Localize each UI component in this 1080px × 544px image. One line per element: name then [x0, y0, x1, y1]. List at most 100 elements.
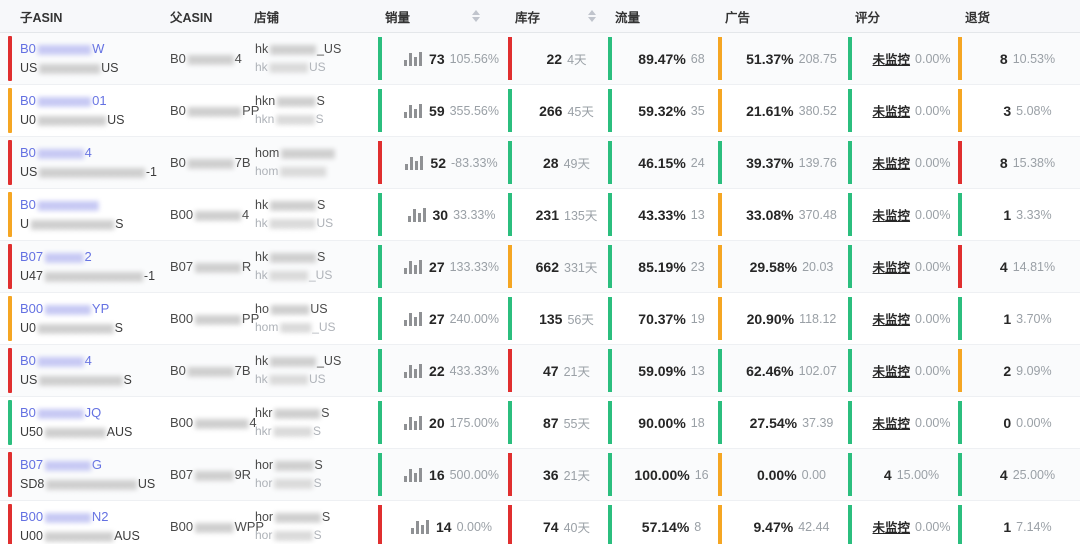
censored-text: ▆▆▆▆▆	[276, 113, 314, 125]
traffic-rate: 85.19%	[638, 258, 686, 275]
returns-qty: 1	[1003, 310, 1012, 327]
child-asin-link[interactable]: B00 ▆▆▆▆▆▆ YP	[20, 300, 110, 316]
child-asin-link[interactable]: B07 ▆▆▆▆▆ 2	[20, 248, 92, 264]
sales-growth: 105.56%	[449, 51, 499, 66]
returns-status-bar	[958, 245, 962, 288]
cell-child-asin: B00 ▆▆▆▆▆▆ N2 U00 ▆▆▆▆▆▆▆▆▆ AUS	[0, 501, 163, 544]
table-row[interactable]: B0 ▆▆▆▆▆▆▆ W US ▆▆▆▆▆▆▆▆ US B0 ▆▆▆▆▆▆ 4 hk ▆▆▆▆…	[0, 33, 1080, 85]
shop-name-1: hk ▆▆▆▆▆▆ S	[255, 250, 326, 264]
rating-monitor-link[interactable]: 未监控	[872, 53, 911, 67]
cell-sales: 52 -83.33%	[378, 137, 508, 188]
sales-chart-icon	[404, 363, 423, 378]
traffic-status-bar	[608, 89, 612, 132]
table-row[interactable]: B0 ▆▆▆▆▆▆▆ 01 U0 ▆▆▆▆▆▆▆▆▆ US B0 ▆▆▆▆▆▆▆ PP hk…	[0, 85, 1080, 137]
col-header-inventory[interactable]: 库存	[508, 7, 608, 26]
col-header-shop: 店铺	[247, 7, 378, 26]
ads-status-bar	[718, 141, 722, 184]
rating-status-bar	[848, 89, 852, 132]
table-row[interactable]: B00 ▆▆▆▆▆▆ YP U0 ▆▆▆▆▆▆▆▆▆▆ S B00 ▆▆▆▆▆▆ PP ho…	[0, 293, 1080, 345]
traffic-status-bar	[608, 193, 612, 236]
rating-monitor-link[interactable]: 未监控	[872, 209, 911, 223]
rating-monitor-link[interactable]: 未监控	[872, 105, 911, 119]
child-asin-link[interactable]: B0 ▆▆▆▆▆▆▆▆	[20, 196, 99, 212]
child-asin-link[interactable]: B00 ▆▆▆▆▆▆ N2	[20, 508, 109, 524]
cell-returns: 1 3.70%	[958, 293, 1080, 344]
inventory-status-bar	[508, 89, 512, 132]
child-sku: U0 ▆▆▆▆▆▆▆▆▆ US	[20, 112, 125, 127]
rating-pct: 15.00%	[896, 467, 940, 482]
ads-spend: 139.76	[798, 155, 837, 170]
child-asin-link[interactable]: B0 ▆▆▆▆▆▆▆ 01	[20, 92, 107, 108]
censored-text: ▆▆▆▆▆▆	[270, 43, 316, 55]
ads-status-bar	[718, 505, 722, 544]
rating-monitor-link[interactable]: 未监控	[872, 261, 911, 275]
table-row[interactable]: B0 ▆▆▆▆▆▆ JQ U50 ▆▆▆▆▆▆▆▆ AUS B00 ▆▆▆▆▆▆▆ 4 hk…	[0, 397, 1080, 449]
sales-status-bar	[378, 505, 382, 544]
censored-text: ▆▆▆▆▆▆▆▆▆	[37, 113, 106, 126]
traffic-rate: 43.33%	[638, 206, 686, 223]
returns-qty: 4	[999, 466, 1008, 483]
rating-monitor-link[interactable]: 未监控	[872, 313, 911, 327]
cell-traffic: 85.19% 23	[608, 241, 718, 292]
table-row[interactable]: B0 ▆▆▆▆▆▆ 4 US ▆▆▆▆▆▆▆▆▆▆▆▆▆▆ -1 B0 ▆▆▆▆▆▆ 7B …	[0, 137, 1080, 189]
parent-asin: B07 ▆▆▆▆▆ 9R	[170, 467, 252, 482]
rating-monitor-link[interactable]: 未监控	[872, 365, 911, 379]
cell-ads: 27.54% 37.39	[718, 397, 848, 448]
ads-rate: 21.61%	[746, 102, 794, 119]
child-asin-link[interactable]: B07 ▆▆▆▆▆▆ G	[20, 456, 103, 472]
sales-chart-icon	[404, 311, 423, 326]
child-sku: US ▆▆▆▆▆▆▆▆ US	[20, 60, 119, 75]
cell-shop: hor ▆▆▆▆▆ S hor ▆▆▆▆▆ S	[247, 449, 378, 500]
shop-name-2: hor ▆▆▆▆▆ S	[255, 476, 322, 490]
inventory-status-bar	[508, 141, 512, 184]
col-header-parent-asin: 父ASIN	[163, 7, 247, 26]
child-asin-link[interactable]: B0 ▆▆▆▆▆▆▆ W	[20, 40, 105, 56]
cell-returns: 2 9.09%	[958, 345, 1080, 396]
sales-chart-icon	[404, 51, 423, 66]
rating-monitor-link[interactable]: 未监控	[872, 417, 911, 431]
cell-returns: 8 10.53%	[958, 33, 1080, 84]
table-row[interactable]: B0 ▆▆▆▆▆▆▆▆ U ▆▆▆▆▆▆▆▆▆▆▆ S B00 ▆▆▆▆▆▆ 4 hk ▆▆…	[0, 189, 1080, 241]
inventory-days: 21天	[563, 469, 590, 483]
table-row[interactable]: B07 ▆▆▆▆▆ 2 U47 ▆▆▆▆▆▆▆▆▆▆▆▆▆ -1 B07 ▆▆▆▆▆▆ R …	[0, 241, 1080, 293]
parent-asin: B0 ▆▆▆▆▆▆ 4	[170, 51, 242, 66]
rating-monitor-link[interactable]: 未监控	[872, 521, 911, 535]
child-asin-link[interactable]: B0 ▆▆▆▆▆▆ 4	[20, 144, 92, 160]
rating-monitor-link[interactable]: 未监控	[872, 157, 911, 171]
sales-status-bar	[378, 453, 382, 496]
sales-value: 14	[435, 518, 452, 535]
censored-text: ▆▆▆▆▆	[274, 529, 312, 541]
ads-rate: 62.46%	[746, 362, 794, 379]
col-header-sales[interactable]: 销量	[378, 7, 508, 26]
rating-status-bar	[848, 453, 852, 496]
inventory-days: 45天	[567, 105, 594, 119]
ads-status-bar	[718, 453, 722, 496]
table-row[interactable]: B00 ▆▆▆▆▆▆ N2 U00 ▆▆▆▆▆▆▆▆▆ AUS B00 ▆▆▆▆▆ WPP …	[0, 501, 1080, 544]
table-row[interactable]: B07 ▆▆▆▆▆▆ G SD8 ▆▆▆▆▆▆▆▆▆▆▆▆ US B07 ▆▆▆▆▆ 9R …	[0, 449, 1080, 501]
sort-icon-inventory[interactable]	[588, 10, 596, 22]
traffic-count: 18	[690, 415, 705, 430]
censored-text: ▆▆▆▆▆	[274, 477, 312, 489]
inventory-status-bar	[508, 193, 512, 236]
cell-rating: 未监控 0.00%	[848, 189, 958, 240]
rating-status-bar	[848, 505, 852, 544]
cell-traffic: 59.09% 13	[608, 345, 718, 396]
shop-name-1: ho ▆▆▆▆▆ US	[255, 302, 328, 316]
cell-parent-asin: B00 ▆▆▆▆▆▆ PP	[163, 293, 259, 344]
child-asin-link[interactable]: B0 ▆▆▆▆▆▆ JQ	[20, 404, 102, 420]
cell-traffic: 57.14% 8	[608, 501, 718, 544]
child-asin-link[interactable]: B0 ▆▆▆▆▆▆ 4	[20, 352, 92, 368]
sales-chart-icon	[404, 103, 423, 118]
censored-text: ▆▆▆▆▆▆▆▆▆▆▆	[39, 373, 122, 386]
row-status-bar	[8, 140, 12, 185]
table-row[interactable]: B0 ▆▆▆▆▆▆ 4 US ▆▆▆▆▆▆▆▆▆▆▆ S B0 ▆▆▆▆▆▆ 7B hk ▆▆…	[0, 345, 1080, 397]
cell-sales: 59 355.56%	[378, 85, 508, 136]
returns-qty: 1	[1003, 518, 1012, 535]
sales-status-bar	[378, 193, 382, 236]
sales-value: 73	[429, 50, 445, 67]
inventory-qty: 135	[539, 310, 563, 327]
sales-status-bar	[378, 297, 382, 340]
sales-chart-icon	[404, 467, 423, 482]
sort-icon-sales[interactable]	[472, 10, 480, 22]
